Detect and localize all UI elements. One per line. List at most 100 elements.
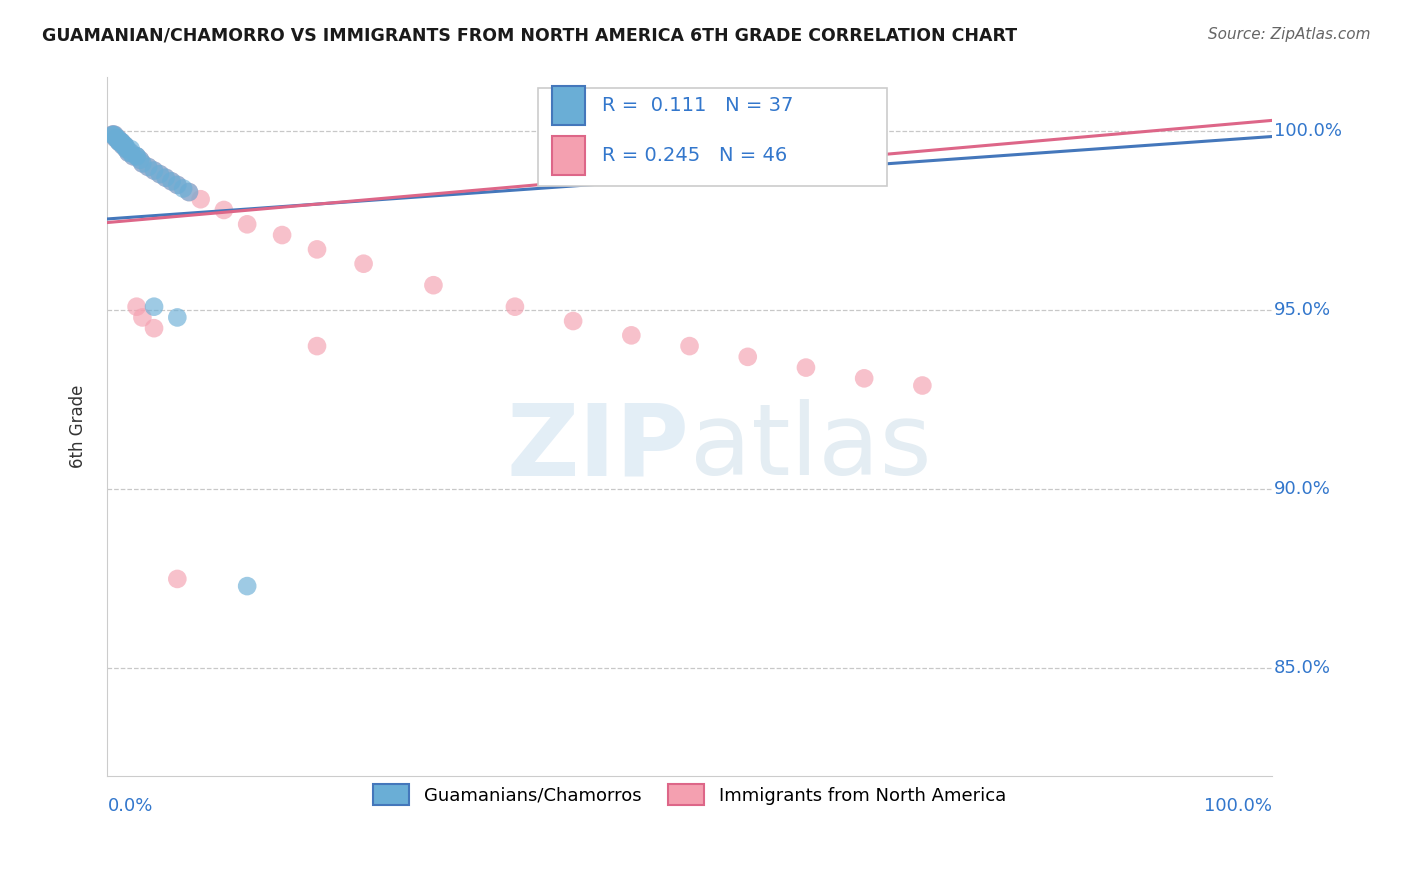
Point [112, 138, 135, 153]
Point [108, 135, 131, 149]
Point [107, 131, 129, 145]
Point [166, 178, 188, 192]
Text: 100.0%: 100.0% [1274, 122, 1341, 140]
Point [177, 185, 200, 199]
Point [737, 350, 759, 364]
Point [125, 149, 148, 163]
Point [131, 156, 153, 170]
Point [107, 131, 129, 145]
Point [136, 160, 159, 174]
Point [120, 145, 142, 160]
Point [105, 131, 128, 145]
Point [125, 149, 148, 163]
Point [562, 314, 585, 328]
Point [103, 128, 125, 142]
Point [112, 138, 135, 153]
Point [271, 228, 294, 243]
Point [114, 138, 136, 153]
Point [117, 145, 139, 160]
Text: 90.0%: 90.0% [1274, 481, 1331, 499]
Text: ZIP: ZIP [506, 399, 689, 496]
Text: 6th Grade: 6th Grade [69, 385, 87, 468]
FancyBboxPatch shape [553, 136, 585, 175]
FancyBboxPatch shape [553, 87, 585, 125]
Point [131, 156, 153, 170]
Point [125, 149, 148, 163]
Point [160, 174, 183, 188]
Point [110, 135, 132, 149]
Point [190, 192, 212, 206]
Point [155, 170, 177, 185]
Point [305, 243, 328, 257]
Point [110, 135, 132, 149]
Point [110, 135, 132, 149]
Point [101, 128, 124, 142]
Point [131, 310, 153, 325]
Point [129, 153, 152, 167]
Point [110, 135, 132, 149]
Point [108, 135, 131, 149]
Point [120, 142, 142, 156]
Text: GUAMANIAN/CHAMORRO VS IMMIGRANTS FROM NORTH AMERICA 6TH GRADE CORRELATION CHART: GUAMANIAN/CHAMORRO VS IMMIGRANTS FROM NO… [42, 27, 1018, 45]
Point [103, 128, 125, 142]
Point [111, 138, 134, 153]
Point [111, 138, 134, 153]
Text: R = 0.245   N = 46: R = 0.245 N = 46 [602, 146, 787, 165]
Point [678, 339, 700, 353]
Point [143, 163, 166, 178]
Point [143, 321, 166, 335]
Point [166, 572, 188, 586]
Point [236, 217, 259, 231]
Point [115, 142, 138, 156]
Text: 85.0%: 85.0% [1274, 659, 1331, 678]
Point [149, 167, 172, 181]
Point [120, 145, 142, 160]
Text: Source: ZipAtlas.com: Source: ZipAtlas.com [1208, 27, 1371, 42]
Point [911, 378, 934, 392]
Point [143, 300, 166, 314]
Point [105, 131, 128, 145]
Point [103, 128, 125, 142]
Point [103, 128, 125, 142]
Point [212, 202, 235, 217]
FancyBboxPatch shape [538, 88, 887, 186]
Point [503, 300, 526, 314]
Point [115, 142, 138, 156]
Point [160, 174, 183, 188]
Point [110, 135, 132, 149]
Point [122, 149, 145, 163]
Point [166, 310, 188, 325]
Point [114, 138, 136, 153]
Point [101, 128, 124, 142]
Legend: Guamanians/Chamorros, Immigrants from North America: Guamanians/Chamorros, Immigrants from No… [366, 777, 1014, 813]
Text: R =  0.111   N = 37: R = 0.111 N = 37 [602, 95, 793, 115]
Text: 0.0%: 0.0% [107, 797, 153, 815]
Point [122, 149, 145, 163]
Text: atlas: atlas [689, 399, 931, 496]
Point [236, 579, 259, 593]
Point [117, 145, 139, 160]
Text: 95.0%: 95.0% [1274, 301, 1331, 319]
Point [353, 257, 375, 271]
Point [143, 163, 166, 178]
Point [149, 167, 172, 181]
Point [104, 131, 127, 145]
Point [117, 142, 139, 156]
Point [853, 371, 876, 385]
Point [108, 135, 131, 149]
Point [129, 153, 152, 167]
Point [136, 160, 159, 174]
Point [155, 170, 177, 185]
Point [794, 360, 817, 375]
Point [105, 131, 128, 145]
Text: 100.0%: 100.0% [1204, 797, 1271, 815]
Point [172, 181, 194, 195]
Point [177, 185, 200, 199]
Point [166, 178, 188, 192]
Point [422, 278, 444, 293]
Point [125, 300, 148, 314]
Point [114, 138, 136, 153]
Point [104, 131, 127, 145]
Point [620, 328, 643, 343]
Point [305, 339, 328, 353]
